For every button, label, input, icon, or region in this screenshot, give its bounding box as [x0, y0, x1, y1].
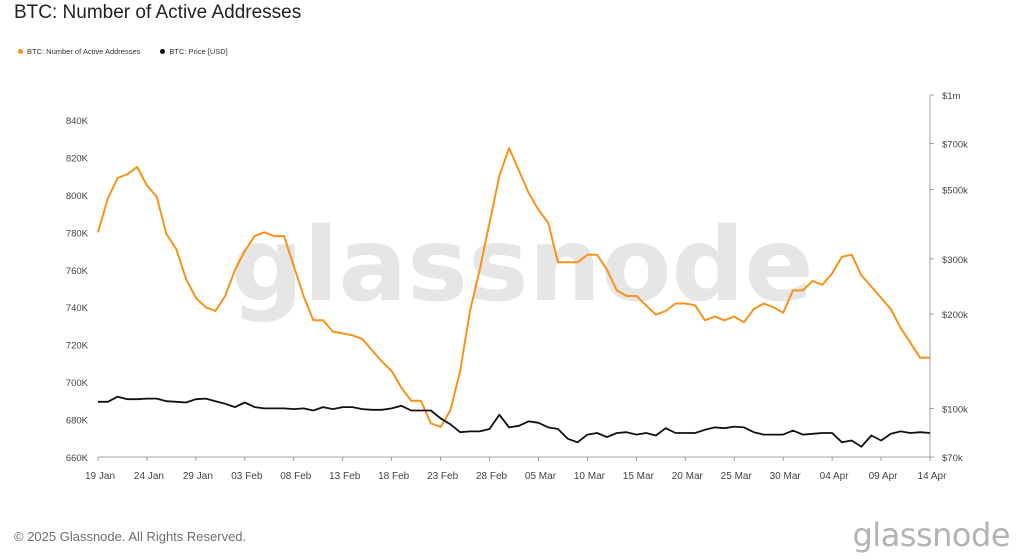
- y-left-tick-label: 720K: [66, 341, 89, 352]
- x-tick-label: 10 Mar: [574, 471, 606, 482]
- price-line: [98, 395, 931, 448]
- y-right-tick-label: $700k: [942, 140, 968, 151]
- x-tick-label: 20 Mar: [672, 471, 704, 482]
- copyright-footer: © 2025 Glassnode. All Rights Reserved.: [14, 529, 247, 544]
- y-right-tick-label: $70k: [942, 453, 963, 464]
- x-tick-label: 25 Mar: [721, 471, 753, 482]
- legend-marker-price: [160, 49, 166, 54]
- y-left-tick-label: 780K: [66, 228, 89, 239]
- x-tick-label: 23 Feb: [427, 471, 459, 482]
- y-left-tick-label: 820K: [66, 153, 89, 164]
- y-left-tick-label: 800K: [66, 191, 89, 202]
- x-tick-label: 14 Apr: [918, 471, 948, 482]
- legend: BTC: Number of Active Addresses BTC: Pri…: [18, 47, 228, 56]
- x-tick-label: 19 Jan: [85, 471, 115, 482]
- x-tick-label: 28 Feb: [476, 471, 508, 482]
- y-left-tick-label: 740K: [66, 303, 89, 314]
- legend-item-active-addresses[interactable]: BTC: Number of Active Addresses: [18, 47, 140, 56]
- legend-label-price: BTC: Price [USD]: [169, 47, 228, 56]
- legend-label-active-addresses: BTC: Number of Active Addresses: [27, 47, 141, 56]
- chart-plot[interactable]: glassnode 660K 680K 700K 720K 740K 760K 780K 800…: [0, 0, 1024, 515]
- x-tick-label: 03 Feb: [231, 471, 263, 482]
- x-tick-label: 08 Feb: [280, 471, 312, 482]
- y-right-tick-label: $100k: [942, 404, 968, 415]
- x-tick-label: 24 Jan: [134, 471, 164, 482]
- x-tick-label: 30 Mar: [770, 471, 802, 482]
- active-addresses-line: [97, 147, 930, 428]
- legend-marker-active-addresses: [18, 49, 23, 54]
- glassnode-logo: glassnode: [852, 516, 1010, 554]
- y-left-tick-label: 760K: [66, 266, 89, 277]
- y-right-tick-label: $300k: [942, 255, 968, 266]
- y-left-tick-label: 700K: [66, 378, 89, 389]
- x-tick-label: 29 Jan: [183, 471, 213, 482]
- y-left-tick-label: 840K: [66, 116, 89, 127]
- legend-item-price[interactable]: BTC: Price [USD]: [160, 47, 228, 56]
- y-right-tick-label: $200k: [942, 310, 968, 321]
- chart-title: BTC: Number of Active Addresses: [14, 2, 302, 23]
- y-right-tick-label: $500k: [942, 185, 968, 196]
- x-tick-label: 09 Apr: [869, 471, 899, 482]
- y-left-tick-label: 660K: [66, 453, 89, 464]
- x-tick-label: 15 Mar: [623, 471, 655, 482]
- x-tick-label: 04 Apr: [820, 471, 850, 482]
- y-left-tick-label: 680K: [66, 416, 89, 427]
- y-right-tick-label: $1m: [942, 91, 961, 102]
- x-tick-label: 05 Mar: [525, 471, 557, 482]
- watermark-text: glassnode: [230, 206, 813, 325]
- x-tick-label: 13 Feb: [329, 471, 361, 482]
- x-tick-label: 18 Feb: [378, 471, 410, 482]
